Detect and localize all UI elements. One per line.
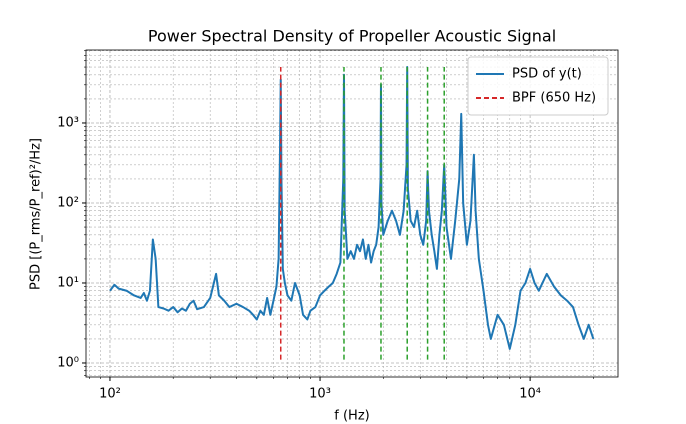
legend-box [467,56,609,116]
x-tick-label: 10³ [309,387,331,402]
plot-area [109,66,595,360]
psd-line [109,66,595,350]
legend-label: BPF (650 Hz) [512,91,596,106]
x-tick-label: 10⁴ [519,387,541,402]
x-axis-label: f (Hz) [334,409,369,424]
legend-label: PSD of y(t) [512,67,582,82]
y-tick-label: 10² [57,195,79,210]
y-axis-label: PSD [(P_rms/P_ref)²/Hz] [29,138,44,290]
y-tick-label: 10³ [57,115,79,130]
x-tick-label: 10² [99,387,121,402]
chart-title: Power Spectral Density of Propeller Acou… [148,27,556,46]
y-tick-label: 10⁰ [57,355,79,370]
y-tick-label: 10¹ [57,275,79,290]
plot-frame [85,49,619,378]
